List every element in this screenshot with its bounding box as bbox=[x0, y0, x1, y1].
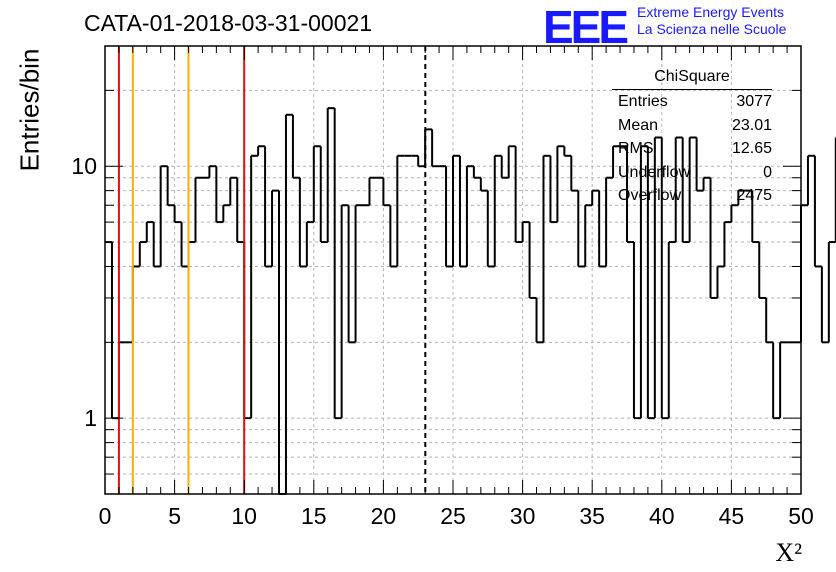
logo-caption: Extreme Energy Events La Scienza nelle S… bbox=[637, 4, 786, 38]
x-tick-label: 45 bbox=[719, 503, 745, 529]
x-tick-label: 10 bbox=[231, 503, 257, 529]
stats-title: ChiSquare bbox=[612, 64, 772, 90]
x-tick-label: 5 bbox=[168, 503, 181, 529]
stats-row-rms: RMS 12.65 bbox=[612, 137, 772, 161]
x-axis-label: X² bbox=[775, 538, 802, 567]
x-tick-label: 50 bbox=[788, 503, 814, 529]
stats-box: ChiSquare Entries 3077 Mean 23.01 RMS 12.65… bbox=[612, 64, 772, 208]
y-tick-label: 10 bbox=[71, 153, 97, 179]
logo-caption-line-1: Extreme Energy Events bbox=[637, 4, 785, 20]
x-tick-label: 0 bbox=[99, 503, 112, 529]
y-axis-label: Entries/bin bbox=[14, 48, 45, 172]
stats-row-overflow: Overflow 2475 bbox=[612, 184, 772, 208]
x-tick-label: 20 bbox=[371, 503, 397, 529]
stats-value: 2475 bbox=[736, 187, 772, 204]
logo-caption-line-2: La Scienza nelle Scuole bbox=[637, 21, 787, 37]
stats-value: 3077 bbox=[736, 93, 772, 110]
stats-value: 23.01 bbox=[731, 116, 772, 134]
y-tick-label: 1 bbox=[84, 405, 97, 431]
stats-row-entries: Entries 3077 bbox=[612, 90, 772, 114]
stats-label: RMS bbox=[618, 140, 654, 157]
stats-value: 12.65 bbox=[731, 140, 772, 157]
stats-label: Entries bbox=[618, 93, 668, 110]
reference-lines bbox=[117, 46, 427, 494]
x-tick-label: 25 bbox=[440, 503, 466, 529]
x-tick-label: 35 bbox=[579, 503, 605, 529]
eee-logo: EEE bbox=[543, 1, 629, 53]
stats-label: Overflow bbox=[618, 187, 682, 204]
x-tick-label: 40 bbox=[649, 503, 675, 529]
stats-row-mean: Mean 23.01 bbox=[612, 114, 772, 138]
stats-label: Mean bbox=[618, 116, 659, 134]
stats-row-underflow: Underflow 0 bbox=[612, 161, 772, 185]
x-tick-label: 30 bbox=[510, 503, 536, 529]
stats-value: 0 bbox=[763, 163, 772, 181]
run-title: CATA-01-2018-03-31-00021 bbox=[84, 10, 373, 36]
x-tick-label: 15 bbox=[301, 503, 327, 529]
axes: 0 5 10 15 20 25 30 35 40 45 50 1 10 bbox=[71, 45, 814, 529]
stats-label: Underflow bbox=[618, 163, 691, 181]
